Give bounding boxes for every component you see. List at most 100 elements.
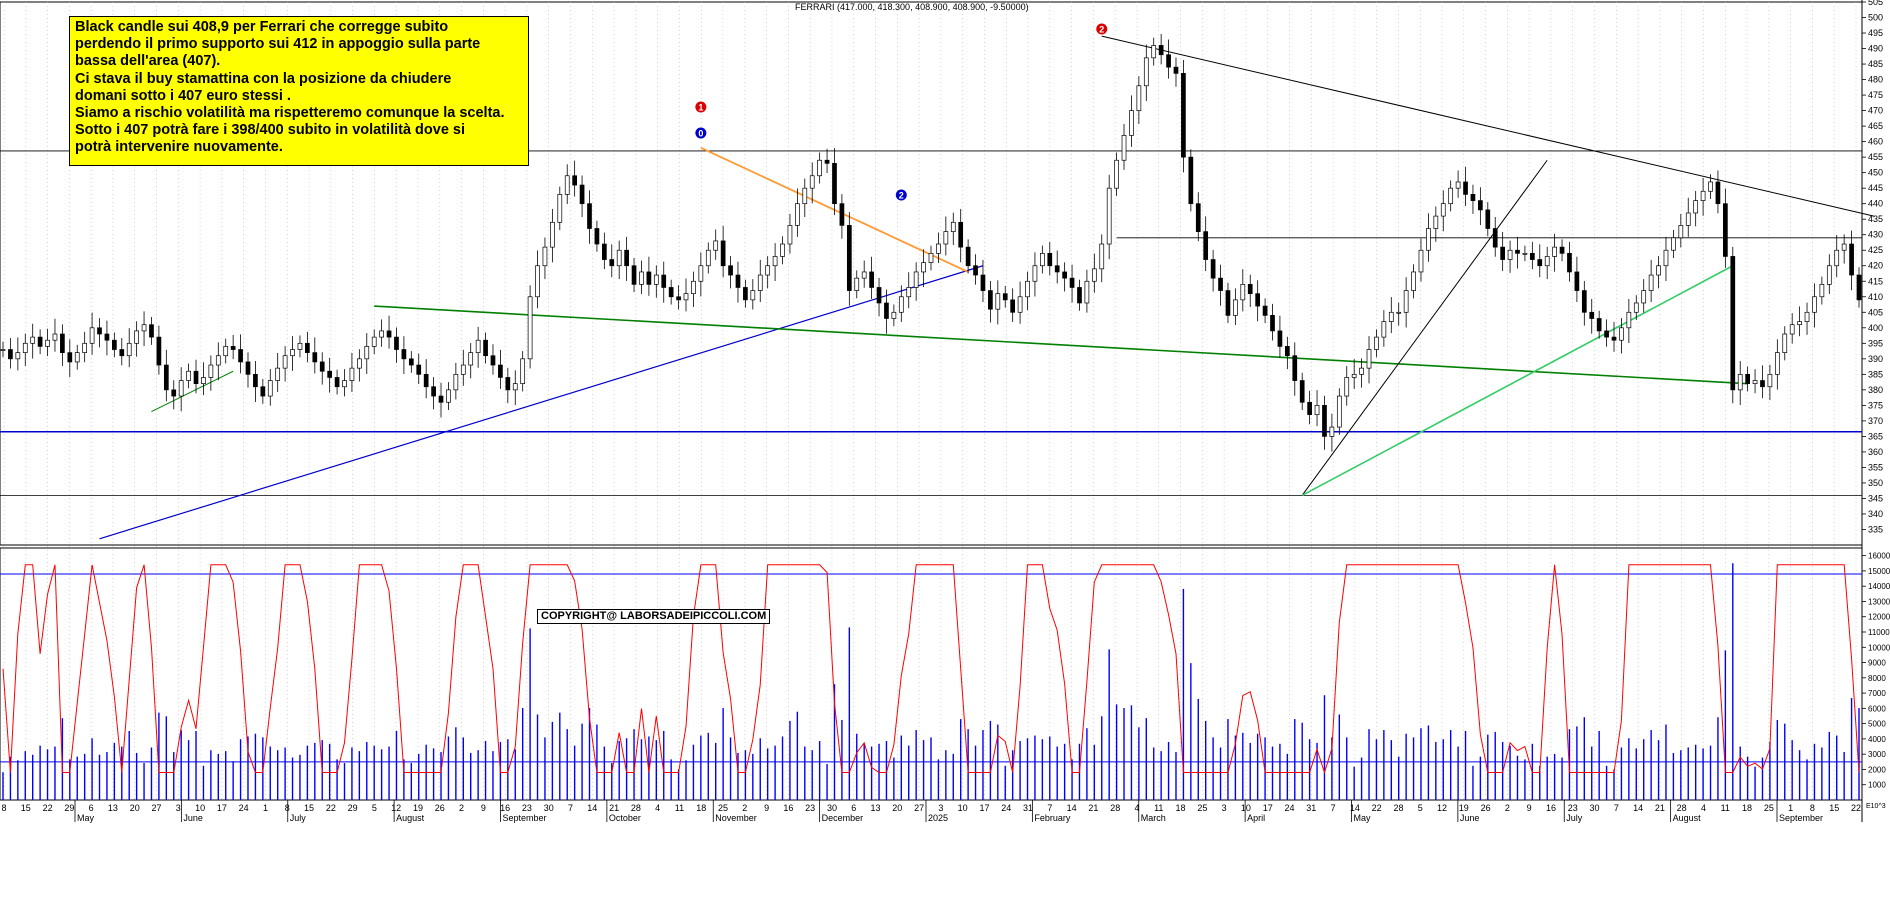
candle-body	[691, 280, 696, 295]
x-day-tick-label: 14	[587, 803, 597, 813]
candle-body	[965, 246, 971, 267]
candle-body	[824, 159, 830, 164]
candle-body	[743, 287, 748, 301]
x-month-label: November	[715, 813, 757, 823]
candle-body	[1047, 252, 1053, 267]
x-day-tick-label: 24	[1001, 803, 1011, 813]
candle-body	[215, 355, 221, 366]
candle-body	[438, 395, 444, 403]
y-tick-label: 430	[1868, 230, 1883, 240]
candle-body	[460, 364, 466, 375]
x-day-tick-label: 10	[195, 803, 205, 813]
x-month-label: April	[1247, 813, 1265, 823]
candle-body	[230, 346, 236, 350]
x-day-tick-label: 28	[631, 803, 641, 813]
marker-label: 2	[899, 191, 904, 201]
candle-body	[45, 339, 50, 347]
candle-body	[787, 225, 793, 245]
candle-body	[1611, 336, 1617, 341]
x-day-tick-label: 6	[89, 803, 94, 813]
candle-body	[1678, 225, 1684, 239]
lower-y-tick-label: 3000	[1868, 750, 1886, 759]
candle-body	[126, 342, 132, 357]
y-tick-label: 360	[1868, 447, 1883, 457]
candle-body	[1745, 373, 1750, 385]
candle-body	[928, 252, 934, 263]
x-day-tick-label: 16	[783, 803, 793, 813]
candle-body	[728, 265, 733, 276]
x-day-tick-label: 22	[1851, 803, 1861, 813]
candle-body	[780, 243, 785, 257]
analysis-note: Black candle sui 408,9 per Ferrari che c…	[69, 16, 529, 166]
candle-body	[1218, 277, 1223, 291]
y-tick-label: 340	[1868, 509, 1883, 519]
candle-body	[1195, 203, 1201, 232]
candle-body	[30, 336, 36, 344]
candle-body	[357, 358, 362, 369]
candle-body	[1181, 73, 1186, 158]
x-month-label: August	[396, 813, 425, 823]
candle-body	[119, 349, 125, 357]
candle-body	[112, 339, 117, 350]
x-month-label: July	[290, 813, 307, 823]
y-tick-label: 345	[1868, 493, 1883, 503]
candle-body	[1158, 45, 1164, 56]
candle-body	[1463, 181, 1468, 195]
candle-body	[74, 352, 80, 363]
candle-body	[1819, 284, 1825, 298]
candle-body	[1715, 181, 1721, 205]
candle-body	[297, 342, 303, 350]
candle-body	[1737, 373, 1743, 391]
candle-body	[505, 377, 511, 391]
y-tick-label: 385	[1868, 369, 1883, 379]
x-day-tick-label: 17	[979, 803, 989, 813]
candle-body	[661, 274, 667, 288]
candle-body	[846, 225, 852, 291]
candle-body	[1663, 249, 1669, 267]
candle-body	[1314, 405, 1320, 416]
x-month-label: September	[503, 813, 547, 823]
y-tick-label: 470	[1868, 106, 1883, 116]
y-tick-label: 425	[1868, 245, 1883, 255]
lower-y-tick-label: 8000	[1868, 674, 1886, 683]
x-day-tick-label: 20	[130, 803, 140, 813]
candle-body	[676, 296, 681, 301]
candle-body	[1841, 243, 1847, 251]
candle-body	[1507, 249, 1513, 260]
candle-body	[668, 287, 674, 298]
y-tick-label: 505	[1868, 0, 1883, 7]
x-day-tick-label: 29	[348, 803, 358, 813]
candle-body	[483, 339, 488, 357]
candle-body	[624, 249, 629, 267]
x-month-label: June	[183, 813, 203, 823]
candle-body	[1797, 321, 1802, 326]
note-line: domani sotto i 407 euro stessi .	[75, 87, 291, 104]
candle-body	[854, 277, 860, 291]
candle-body	[149, 324, 154, 338]
x-day-tick-label: 17	[1263, 803, 1273, 813]
x-day-tick-label: 14	[1633, 803, 1643, 813]
candle-body	[973, 265, 978, 276]
x-day-tick-label: 30	[1590, 803, 1600, 813]
candle-body	[178, 380, 184, 397]
candle-body	[1760, 380, 1765, 388]
lower-y-tick-label: 7000	[1868, 689, 1886, 698]
candle-body	[1077, 287, 1082, 304]
x-day-tick-label: 4	[1134, 803, 1139, 813]
candle-body	[1017, 296, 1023, 313]
candle-body	[1708, 181, 1713, 192]
candle-body	[1247, 284, 1253, 295]
candle-body	[1478, 200, 1483, 211]
lower-y-tick-label: 12000	[1868, 613, 1890, 622]
candle-body	[1752, 380, 1758, 385]
candle-body	[832, 162, 837, 205]
x-day-tick-label: 19	[413, 803, 423, 813]
candle-body	[0, 349, 6, 351]
candle-body	[1299, 380, 1305, 403]
trendline-green-rising	[1301, 265, 1734, 497]
candle-body	[1240, 284, 1246, 301]
candle-body	[1136, 85, 1142, 111]
x-day-tick-label: 1	[1788, 803, 1793, 813]
candle-body	[1626, 311, 1632, 329]
marker-label: 0	[698, 129, 703, 139]
